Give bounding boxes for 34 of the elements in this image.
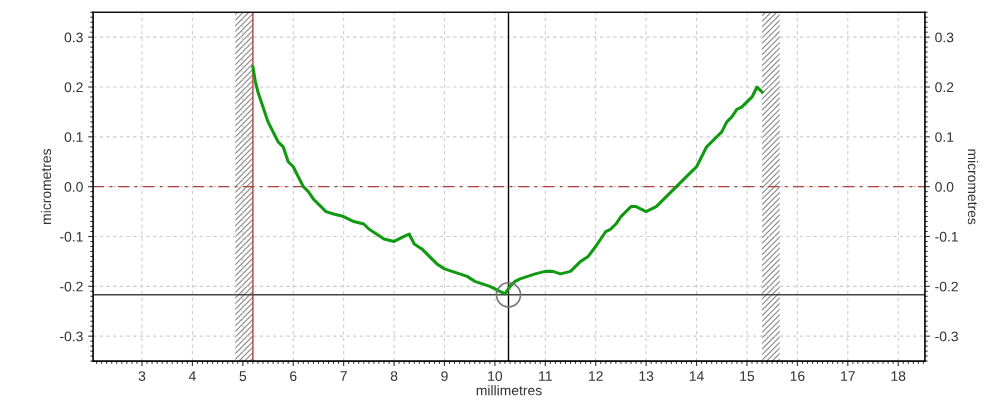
x-tick-label: 14 <box>689 371 704 381</box>
y2-axis-title: micrometres <box>967 149 979 225</box>
x-tick-label: 11 <box>539 371 552 381</box>
y2-tick-label: 0.1 <box>935 132 954 142</box>
y-tick-label: 0.3 <box>64 32 83 43</box>
x-tick-label: 17 <box>841 371 855 381</box>
y2-tick-label: -0.3 <box>935 331 958 342</box>
y2-tick-label: 0.2 <box>935 82 954 93</box>
y-tick-label: -0.1 <box>60 231 83 242</box>
y2-tick-label: -0.1 <box>935 231 958 242</box>
y2-tick-label: 0.3 <box>935 32 954 43</box>
x-axis-title: millimetres <box>476 385 542 396</box>
x-tick-label: 12 <box>589 371 603 381</box>
x-tick-label: 16 <box>790 371 805 381</box>
y-tick-label: 0.2 <box>64 82 83 93</box>
y2-tick-label: 0.0 <box>935 181 954 192</box>
y-tick-label: 0.0 <box>64 181 83 192</box>
y-axis-title: micrometres <box>40 148 52 224</box>
x-tick-label: 5 <box>239 371 247 381</box>
y-tick-label: 0.1 <box>64 132 83 142</box>
x-tick-label: 9 <box>441 371 448 381</box>
y2-tick-label: -0.2 <box>935 281 958 292</box>
x-tick-label: 4 <box>188 371 196 381</box>
y-tick-label: -0.3 <box>60 331 83 342</box>
y-tick-label: -0.2 <box>60 281 83 292</box>
x-tick-label: 10 <box>488 371 503 381</box>
x-tick-label: 8 <box>390 371 398 381</box>
x-tick-label: 18 <box>891 371 906 381</box>
x-tick-label: 13 <box>639 371 654 381</box>
x-tick-label: 6 <box>290 371 297 381</box>
x-tick-label: 3 <box>138 371 146 381</box>
x-tick-label: 15 <box>740 371 755 381</box>
x-tick-label: 7 <box>340 371 347 381</box>
line-series <box>251 65 764 296</box>
